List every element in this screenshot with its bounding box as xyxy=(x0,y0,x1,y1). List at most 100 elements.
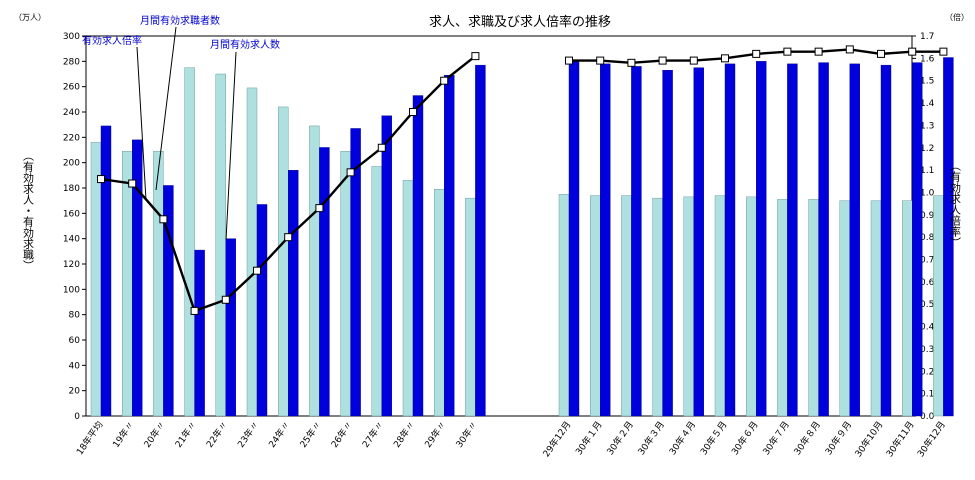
bar-openings xyxy=(319,147,330,417)
category-labels: 18年平均 19年〃 20年〃 21年〃 22年〃 23年〃 24年〃 25年〃 26年〃 27年… xyxy=(74,419,948,459)
left-tick-label: 300 xyxy=(63,32,80,42)
bar-openings xyxy=(131,139,143,417)
ratio-point xyxy=(689,56,698,65)
right-tick-label: 0.9 xyxy=(920,211,935,221)
bar-openings xyxy=(194,249,205,417)
category-label: 30年５月 xyxy=(698,419,730,457)
left-tick-label: 240 xyxy=(63,108,80,118)
ratio-point xyxy=(284,233,293,242)
annotation-openings: 月間有効求人数 xyxy=(210,38,280,51)
right-tick-label: 0.8 xyxy=(920,233,935,243)
right-tick-label: 0.1 xyxy=(920,390,934,400)
bar-openings xyxy=(225,238,237,417)
bar-seekers xyxy=(215,73,227,417)
category-label: 30年〃 xyxy=(453,419,480,450)
right-tick-label: 1.2 xyxy=(920,144,934,154)
left-tick-label: 180 xyxy=(63,184,80,194)
right-tick-label: 0.2 xyxy=(920,367,934,377)
bar-seekers xyxy=(434,189,445,417)
bar-seekers xyxy=(839,200,850,417)
annotation-openings-pointer xyxy=(225,51,237,241)
bar-openings xyxy=(787,63,798,417)
bar-openings xyxy=(256,204,268,417)
ratio-point xyxy=(939,47,948,56)
ratio-point xyxy=(221,295,230,304)
bar-openings xyxy=(631,66,642,417)
bar-seekers xyxy=(246,87,258,417)
bar-seekers xyxy=(652,197,663,417)
right-tick-label: 0.6 xyxy=(920,278,935,288)
ratio-point xyxy=(752,49,761,58)
ratio-point xyxy=(377,143,386,152)
bar-openings xyxy=(600,63,611,417)
bar-openings xyxy=(818,62,829,417)
ratio-point xyxy=(409,108,417,116)
bar-seekers xyxy=(153,151,164,417)
ratio-point xyxy=(596,56,605,65)
bar-openings xyxy=(444,75,455,417)
category-label: 30年７月 xyxy=(760,419,792,457)
left-axis-ticks: 0 20 40 60 80 100 120 140 160 180 200 220 240 260 280 3… xyxy=(63,32,86,422)
ratio-point xyxy=(721,54,729,63)
left-tick-label: 0 xyxy=(74,412,80,422)
category-label: 21年〃 xyxy=(172,419,199,450)
category-label: 30年２月 xyxy=(604,419,636,457)
ratio-point xyxy=(315,204,324,213)
right-tick-label: 0.5 xyxy=(920,300,934,310)
right-unit-label: （倍） xyxy=(945,12,969,22)
bar-seekers xyxy=(465,197,476,417)
ratio-point xyxy=(190,306,199,315)
ratio-point xyxy=(97,175,105,184)
bar-openings xyxy=(724,63,736,417)
bar-seekers xyxy=(902,200,913,417)
annotation-seekers: 月間有効求職者数 xyxy=(140,14,220,27)
bar-openings xyxy=(100,125,112,417)
bar-marks xyxy=(90,57,954,417)
category-label: 30年10月 xyxy=(852,419,885,459)
bar-seekers xyxy=(933,195,944,417)
bar-seekers xyxy=(558,194,570,417)
bar-openings xyxy=(163,185,174,417)
bar-seekers xyxy=(683,196,694,417)
left-tick-label: 260 xyxy=(63,83,80,93)
right-axis-title: （有効求人倍率） xyxy=(949,160,962,248)
ratio-line xyxy=(97,45,948,315)
bar-seekers xyxy=(340,151,351,417)
ratio-point xyxy=(845,45,854,54)
right-tick-label: 0.7 xyxy=(920,256,934,266)
ratio-point xyxy=(565,56,573,65)
category-label: 27年〃 xyxy=(360,419,387,450)
left-unit-label: （万人） xyxy=(14,13,46,22)
bar-openings xyxy=(568,61,580,417)
ratio-point xyxy=(627,58,636,67)
category-label: 28年〃 xyxy=(391,419,418,450)
bar-openings xyxy=(381,115,392,417)
left-axis-title: （有効求人・有効求職） xyxy=(22,150,35,271)
right-tick-label: 1.7 xyxy=(920,32,934,42)
right-tick-label: 0.3 xyxy=(920,345,934,355)
left-tick-label: 20 xyxy=(69,387,81,397)
bar-seekers xyxy=(746,196,757,417)
right-tick-label: 1.6 xyxy=(920,54,935,64)
annotation-ratio-pointer xyxy=(136,46,147,201)
category-label: 30年８月 xyxy=(791,419,823,457)
category-label: 30年６月 xyxy=(729,419,761,457)
category-label: 23年〃 xyxy=(235,419,262,450)
bar-seekers xyxy=(121,151,133,417)
ratio-point xyxy=(128,179,137,188)
ratio-point xyxy=(159,215,168,224)
category-label: 30年１月 xyxy=(573,419,605,457)
right-tick-label: 1.3 xyxy=(920,121,934,131)
annotation-seekers-pointer xyxy=(155,26,177,191)
bar-openings xyxy=(662,69,673,417)
bar-openings xyxy=(693,67,704,417)
category-label: 22年〃 xyxy=(204,419,231,450)
bar-seekers xyxy=(870,200,882,417)
category-label: 30年４月 xyxy=(666,419,698,457)
right-tick-label: 1.0 xyxy=(920,188,935,198)
left-tick-label: 80 xyxy=(69,311,81,321)
category-label: 20年〃 xyxy=(141,419,168,450)
bar-seekers xyxy=(808,199,819,417)
ratio-point xyxy=(877,49,885,58)
